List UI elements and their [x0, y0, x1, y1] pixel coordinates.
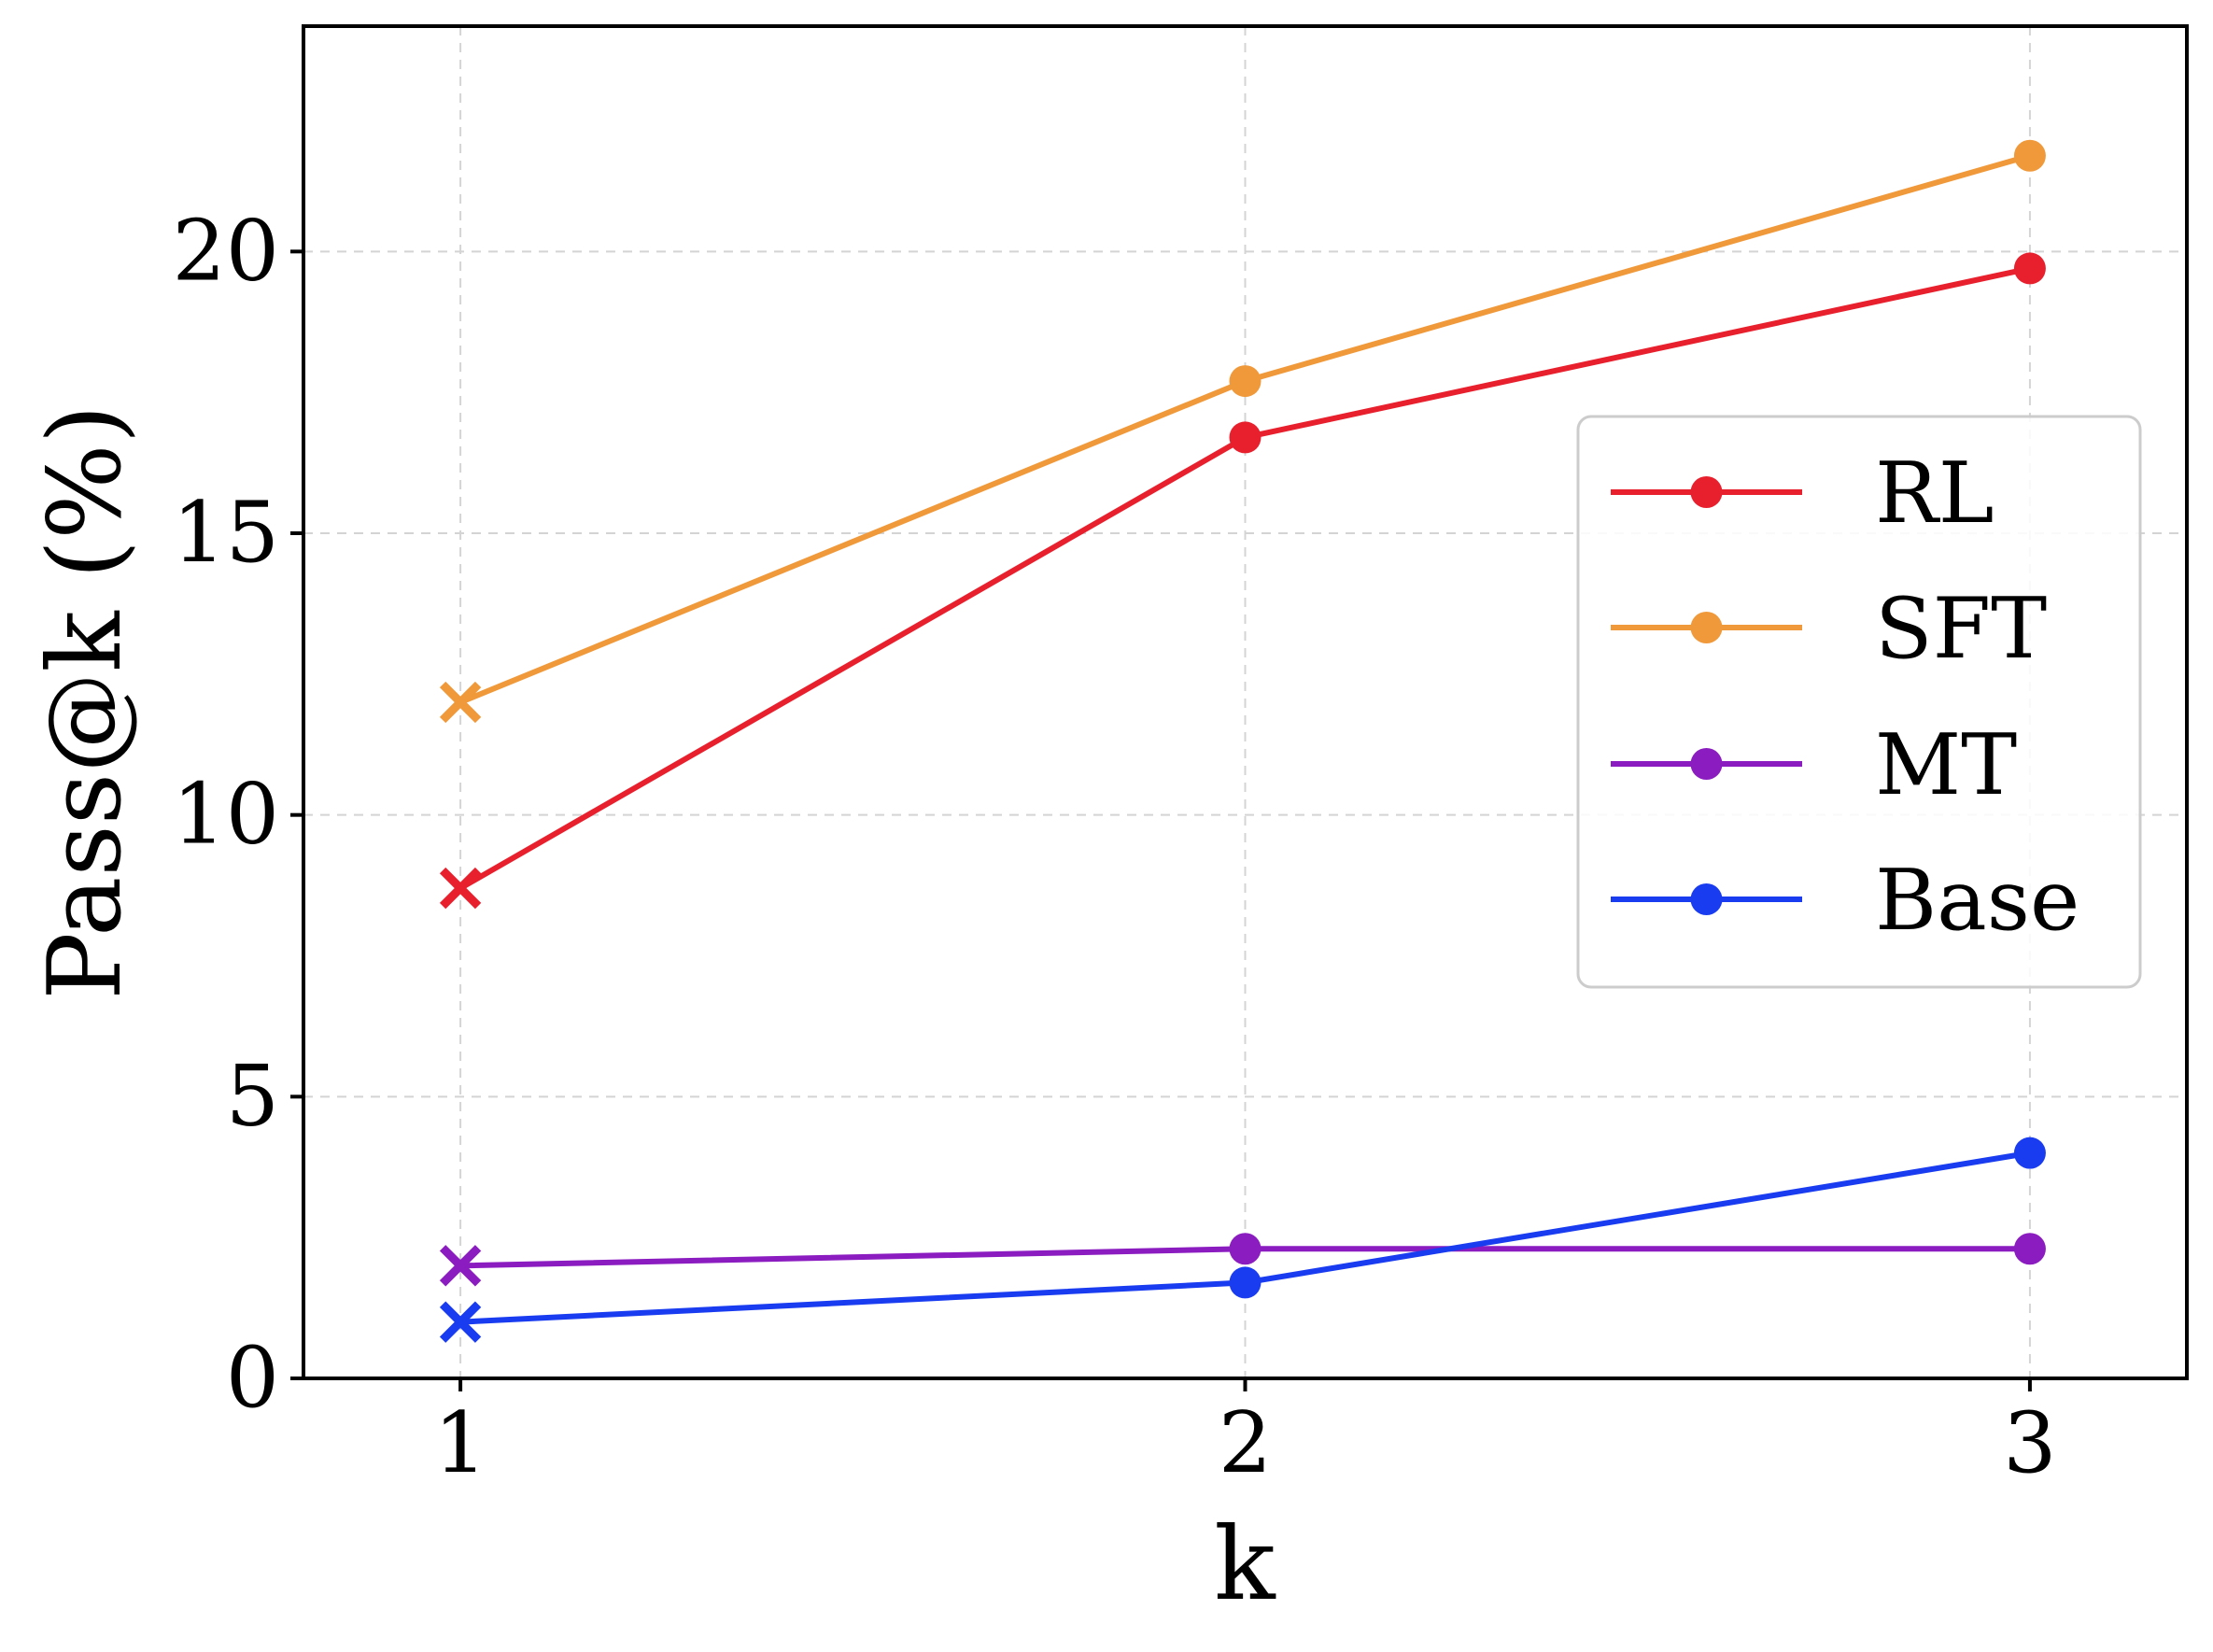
point-sft — [439, 681, 482, 724]
point-sft-stroke — [439, 681, 482, 724]
y-axis-label: Pass@k (%) — [27, 404, 144, 1000]
point-rl — [1229, 421, 1262, 454]
legend-label-mt: MT — [1875, 716, 2017, 814]
x-tick-label: 2 — [1219, 1394, 1272, 1492]
x-tick-label: 3 — [2003, 1394, 2056, 1492]
legend-item-base: Base — [1611, 852, 2079, 950]
point-base — [2013, 1137, 2046, 1169]
point-rl — [439, 867, 482, 910]
legend-label-base: Base — [1875, 852, 2079, 950]
y-tick-label: 10 — [172, 766, 279, 864]
x-tick-label: 1 — [433, 1394, 486, 1492]
x-axis-label: k — [1214, 1506, 1276, 1623]
legend-marker-base — [1690, 883, 1723, 915]
legend-item-rl: RL — [1611, 445, 1995, 543]
y-tick-label: 20 — [172, 202, 279, 300]
point-base-stroke — [439, 1301, 482, 1343]
y-tick-label: 5 — [226, 1047, 279, 1145]
legend-item-sft: SFT — [1611, 580, 2047, 678]
legend-label-sft: SFT — [1875, 580, 2047, 678]
legend-marker-rl — [1690, 476, 1723, 508]
point-sft — [2013, 139, 2046, 172]
legend-label-rl: RL — [1875, 445, 1995, 543]
point-sft — [1229, 365, 1262, 398]
point-mt — [439, 1245, 482, 1287]
point-rl-stroke — [439, 867, 482, 910]
legend-item-mt: MT — [1611, 716, 2017, 814]
point-mt — [2013, 1233, 2046, 1265]
series-group — [439, 139, 2046, 1343]
y-tick-label: 15 — [172, 484, 279, 582]
point-mt — [1229, 1233, 1262, 1265]
legend-marker-sft — [1690, 612, 1723, 643]
point-mt-stroke — [439, 1245, 482, 1287]
point-base — [439, 1301, 482, 1343]
legend-marker-mt — [1690, 748, 1723, 780]
axis-ticks: 0 5 10 15 20 1 2 3 — [172, 202, 2056, 1492]
point-base — [1229, 1266, 1262, 1299]
legend-frame — [1576, 415, 2142, 989]
y-tick-label: 0 — [226, 1329, 279, 1427]
legend: RL SFT MT Base — [1576, 415, 2142, 989]
point-rl — [2013, 252, 2046, 285]
